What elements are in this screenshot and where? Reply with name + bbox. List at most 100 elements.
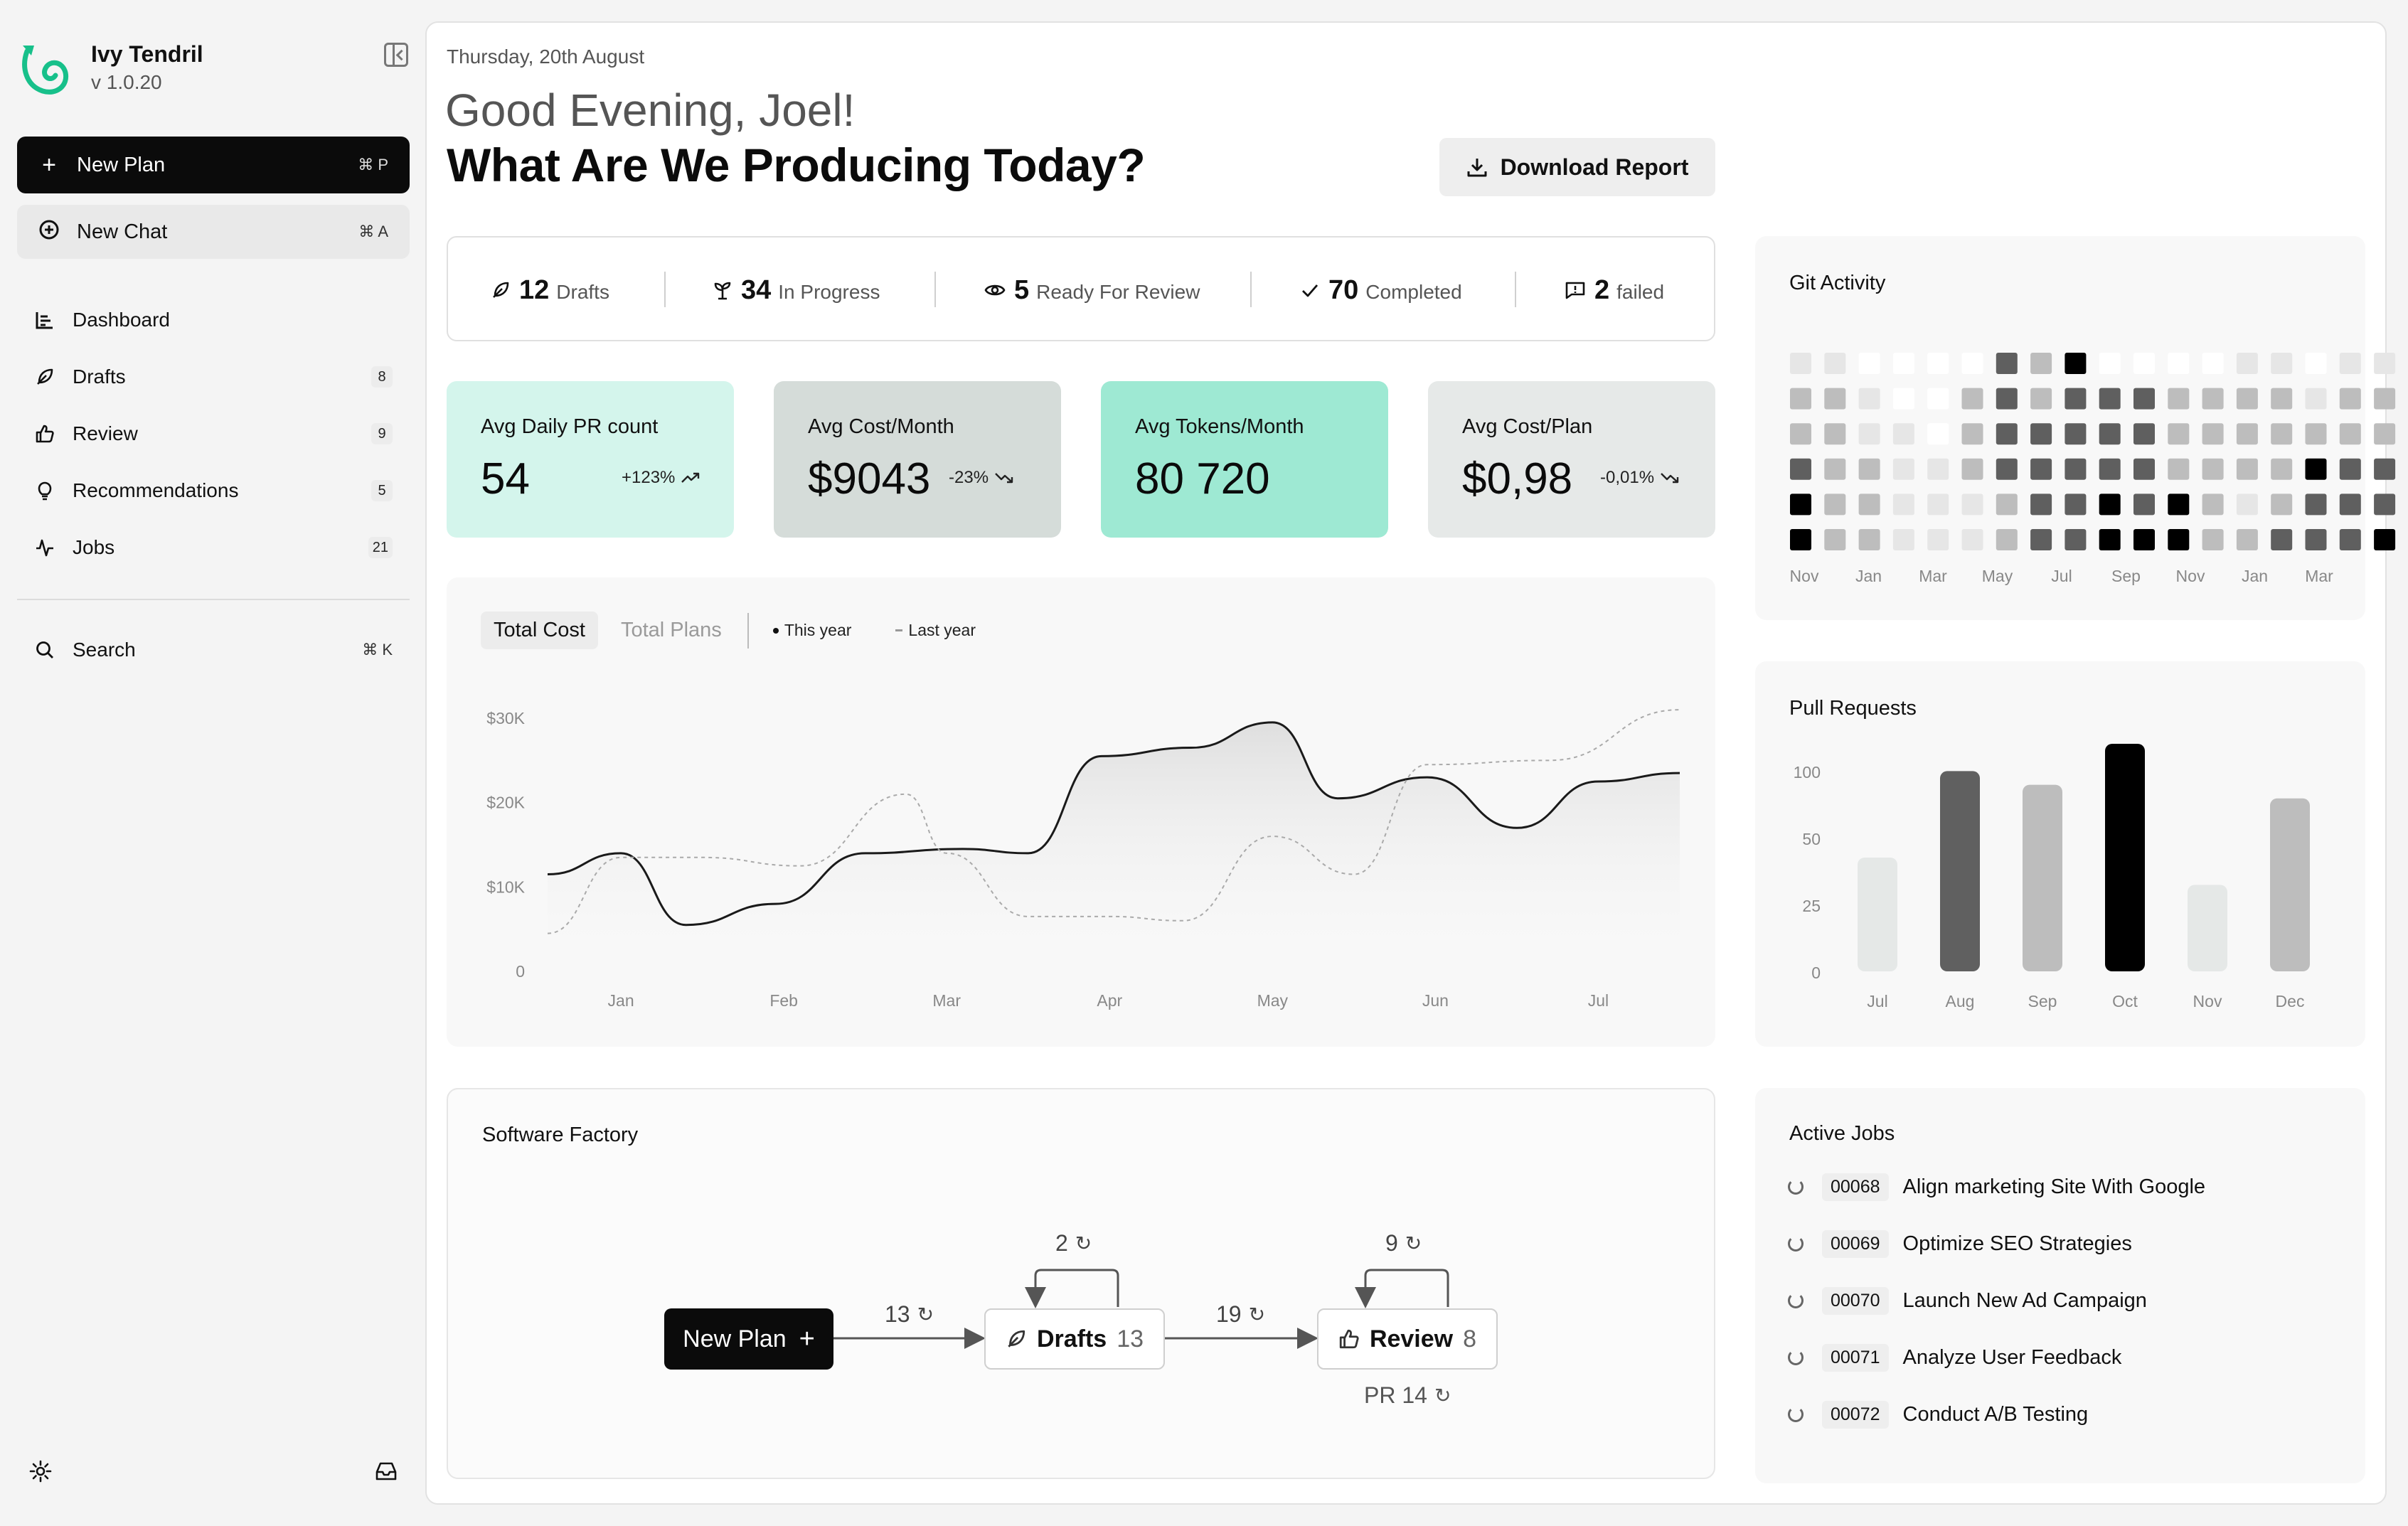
sidebar: Ivy Tendril v 1.0.20 + New Plan ⌘ P New … xyxy=(0,0,424,1526)
new-chat-label: New Chat xyxy=(77,220,168,243)
settings-gear-icon[interactable] xyxy=(28,1459,53,1483)
tab-divider xyxy=(747,612,749,649)
trend-down-icon xyxy=(1661,473,1679,484)
lightbulb-icon xyxy=(34,480,55,501)
dashboard-icon xyxy=(34,309,55,331)
factory-review-node[interactable]: Review 8 xyxy=(1317,1308,1498,1370)
plus-icon: + xyxy=(799,1323,815,1354)
status-label: In Progress xyxy=(778,281,880,303)
job-row[interactable]: 00071 Analyze User Feedback xyxy=(1788,1340,2121,1375)
edge-count-to-drafts: 13 ↻ xyxy=(885,1301,934,1328)
status-completed[interactable]: 70 Completed xyxy=(1300,272,1462,309)
app-name: Ivy Tendril xyxy=(91,41,203,67)
feather-icon xyxy=(493,282,509,298)
status-count: 5 xyxy=(1014,274,1030,305)
legend-label: This year xyxy=(784,621,852,639)
edge-count-value: 19 xyxy=(1216,1301,1242,1327)
legend-dash xyxy=(895,629,903,631)
job-id: 00068 xyxy=(1822,1173,1889,1201)
feather-icon xyxy=(34,366,55,388)
job-title: Launch New Ad Campaign xyxy=(1902,1288,2147,1312)
drafts-count-badge: 8 xyxy=(371,366,393,388)
factory-drafts-node[interactable]: Drafts 13 xyxy=(984,1308,1165,1370)
loading-spinner-icon xyxy=(1788,1350,1804,1365)
legend-dot xyxy=(772,627,779,634)
plus-circle-icon xyxy=(38,219,60,245)
edge-count-drafts-loop: 2 ↻ xyxy=(1055,1230,1092,1256)
status-ready-for-review[interactable]: 5 Ready For Review xyxy=(984,272,1200,309)
collapse-sidebar-icon[interactable] xyxy=(384,43,408,67)
active-jobs-title: Active Jobs xyxy=(1789,1122,1895,1145)
loading-spinner-icon xyxy=(1788,1407,1804,1422)
refresh-icon: ↻ xyxy=(1434,1384,1451,1407)
job-row[interactable]: 00070 Launch New Ad Campaign xyxy=(1788,1283,2147,1318)
kpi-card-daily-pr[interactable]: Avg Daily PR count 54 +123% xyxy=(447,381,734,538)
job-id: 00071 xyxy=(1822,1343,1889,1372)
kpi-card-cost-plan[interactable]: Avg Cost/Plan $0,98 -0,01% xyxy=(1428,381,1715,538)
new-chat-button[interactable]: New Chat ⌘ A xyxy=(17,205,410,259)
kpi-delta-text: +123% xyxy=(622,468,676,487)
sidebar-item-drafts[interactable]: Drafts 8 xyxy=(17,356,410,398)
edge-count-value: 13 xyxy=(885,1301,910,1327)
pr-label: PR 14 xyxy=(1364,1382,1427,1408)
job-row[interactable]: 00068 Align marketing Site With Google xyxy=(1788,1169,2205,1205)
greeting: Good Evening, Joel! xyxy=(445,85,856,136)
feather-icon xyxy=(1008,1330,1025,1348)
new-plan-shortcut: ⌘ P xyxy=(358,156,388,174)
app-version: v 1.0.20 xyxy=(91,71,162,93)
download-report-button[interactable]: Download Report xyxy=(1439,138,1715,196)
inbox-icon[interactable] xyxy=(374,1459,398,1483)
kpi-card-cost-month[interactable]: Avg Cost/Month $9043 -23% xyxy=(774,381,1061,538)
tab-total-plans[interactable]: Total Plans xyxy=(620,619,722,641)
kpi-card-tokens-month[interactable]: Avg Tokens/Month 80 720 xyxy=(1101,381,1388,538)
job-row[interactable]: 00069 Optimize SEO Strategies xyxy=(1788,1226,2132,1261)
sidebar-item-dashboard[interactable]: Dashboard xyxy=(17,299,410,341)
loading-spinner-icon xyxy=(1788,1179,1804,1195)
kpi-value: $9043 xyxy=(808,454,931,503)
refresh-icon: ↻ xyxy=(1075,1232,1092,1254)
cost-chart-tabs: Total Cost Total Plans This year Last ye… xyxy=(481,612,1020,649)
kpi-delta-text: -0,01% xyxy=(1600,468,1655,487)
sidebar-item-jobs[interactable]: Jobs 21 xyxy=(17,526,410,569)
kpi-value: 80 720 xyxy=(1135,454,1270,503)
git-activity-card xyxy=(1755,236,2365,620)
factory-drafts-count: 13 xyxy=(1117,1325,1144,1352)
new-plan-label: New Plan xyxy=(77,153,166,176)
refresh-icon: ↻ xyxy=(1405,1232,1422,1254)
pr-count-label: PR 14 ↻ xyxy=(1364,1382,1451,1409)
legend-label: Last year xyxy=(908,621,976,639)
tab-total-cost[interactable]: Total Cost xyxy=(481,612,598,649)
status-label: failed xyxy=(1616,281,1665,303)
kpi-delta: +123% xyxy=(622,468,700,488)
refresh-icon: ↻ xyxy=(917,1303,934,1325)
status-divider xyxy=(1250,272,1252,307)
loading-spinner-icon xyxy=(1788,1293,1804,1308)
status-failed[interactable]: 2 failed xyxy=(1565,272,1664,309)
sidebar-item-recommendations[interactable]: Recommendations 5 xyxy=(17,469,410,512)
sidebar-item-review[interactable]: Review 9 xyxy=(17,412,410,455)
loading-spinner-icon xyxy=(1788,1236,1804,1252)
factory-new-plan-node[interactable]: New Plan + xyxy=(664,1308,833,1370)
edge-count-value: 2 xyxy=(1055,1230,1068,1256)
status-divider xyxy=(664,272,666,307)
sidebar-item-label: Recommendations xyxy=(73,479,239,501)
search-icon xyxy=(34,639,55,661)
status-drafts[interactable]: 12 Drafts xyxy=(491,272,609,309)
current-date: Thursday, 20th August xyxy=(447,46,645,68)
job-title: Align marketing Site With Google xyxy=(1902,1175,2206,1198)
status-in-progress[interactable]: 34 In Progress xyxy=(713,272,880,309)
refresh-icon: ↻ xyxy=(1248,1303,1266,1325)
page-title: What Are We Producing Today? xyxy=(447,139,1146,191)
kpi-delta: -0,01% xyxy=(1600,468,1680,488)
job-row[interactable]: 00072 Conduct A/B Testing xyxy=(1788,1397,2088,1432)
status-summary-bar: 12 Drafts 34 In Progress 5 Ready For Rev… xyxy=(447,236,1715,341)
new-plan-button[interactable]: + New Plan ⌘ P xyxy=(17,137,410,193)
sidebar-search[interactable]: Search ⌘ K xyxy=(17,629,410,671)
kpi-label: Avg Tokens/Month xyxy=(1135,415,1304,438)
check-icon xyxy=(1302,284,1318,297)
edge-count-review-loop: 9 ↻ xyxy=(1385,1230,1422,1256)
software-factory-title: Software Factory xyxy=(482,1124,639,1146)
status-count: 2 xyxy=(1594,274,1610,305)
sidebar-item-label: Jobs xyxy=(73,536,115,558)
plus-icon: + xyxy=(42,151,56,178)
